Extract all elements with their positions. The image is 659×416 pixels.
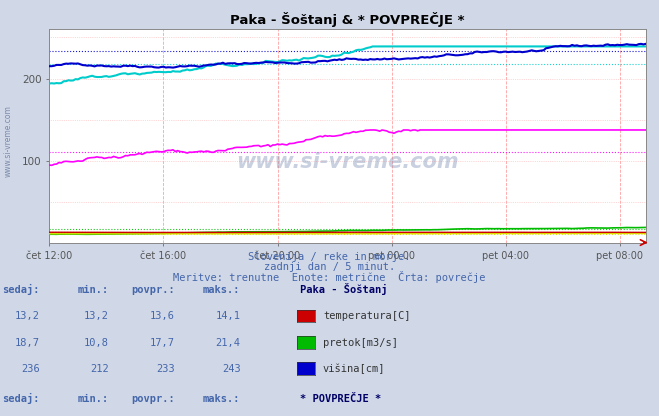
Text: 21,4: 21,4 <box>215 338 241 348</box>
Text: 10,8: 10,8 <box>84 338 109 348</box>
Text: min.:: min.: <box>78 394 109 404</box>
Text: Paka - Šoštanj: Paka - Šoštanj <box>300 283 387 295</box>
Text: povpr.:: povpr.: <box>131 285 175 295</box>
Text: maks.:: maks.: <box>203 394 241 404</box>
Text: sedaj:: sedaj: <box>2 284 40 295</box>
Text: 17,7: 17,7 <box>150 338 175 348</box>
Text: povpr.:: povpr.: <box>131 394 175 404</box>
Text: 243: 243 <box>222 364 241 374</box>
Text: 13,2: 13,2 <box>14 312 40 322</box>
Text: 13,6: 13,6 <box>150 312 175 322</box>
Text: Meritve: trenutne  Enote: metrične  Črta: povrečje: Meritve: trenutne Enote: metrične Črta: … <box>173 271 486 283</box>
Text: min.:: min.: <box>78 285 109 295</box>
Text: 236: 236 <box>21 364 40 374</box>
Text: temperatura[C]: temperatura[C] <box>323 312 411 322</box>
Text: 14,1: 14,1 <box>215 312 241 322</box>
Text: višina[cm]: višina[cm] <box>323 364 386 374</box>
Text: * POVPREČJE *: * POVPREČJE * <box>300 394 381 404</box>
Text: 18,7: 18,7 <box>14 338 40 348</box>
Text: maks.:: maks.: <box>203 285 241 295</box>
Text: Slovenija / reke in morje.: Slovenija / reke in morje. <box>248 252 411 262</box>
Text: zadnji dan / 5 minut.: zadnji dan / 5 minut. <box>264 262 395 272</box>
Text: www.si-vreme.com: www.si-vreme.com <box>237 152 459 172</box>
Text: pretok[m3/s]: pretok[m3/s] <box>323 338 398 348</box>
Text: 212: 212 <box>90 364 109 374</box>
Text: 233: 233 <box>156 364 175 374</box>
Text: 13,2: 13,2 <box>84 312 109 322</box>
Title: Paka - Šoštanj & * POVPREČJE *: Paka - Šoštanj & * POVPREČJE * <box>231 12 465 27</box>
Text: sedaj:: sedaj: <box>2 393 40 404</box>
Text: www.si-vreme.com: www.si-vreme.com <box>3 106 13 177</box>
